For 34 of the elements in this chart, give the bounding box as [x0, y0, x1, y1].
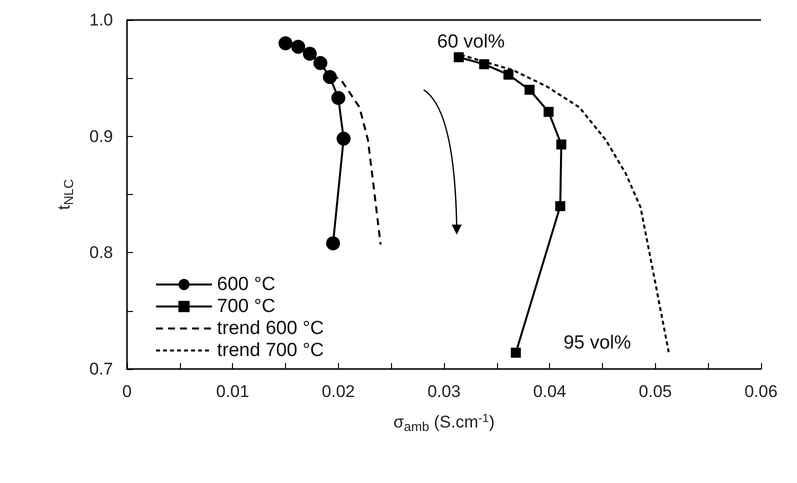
x-tick-label: 0.02: [322, 382, 355, 401]
annotation: 60 vol%: [437, 31, 505, 52]
y-tick-label: 0.8: [89, 243, 113, 262]
point: [302, 46, 317, 61]
x-tick-label: 0.05: [638, 382, 672, 401]
point: [291, 40, 306, 54]
legend-label: 700 °C: [217, 296, 276, 317]
point: [510, 348, 521, 358]
point: [454, 52, 464, 62]
y-tick-label: 0.9: [89, 126, 113, 146]
point: [322, 70, 337, 84]
point: [556, 139, 566, 150]
point: [479, 59, 490, 70]
point: [331, 90, 346, 105]
x-tick-label: 0: [122, 382, 132, 401]
point: [503, 70, 514, 80]
legend-label: trend 600 °C: [217, 318, 324, 339]
annotation: 95 vol%: [563, 332, 632, 354]
x-tick-label: 0.04: [533, 382, 566, 401]
point: [544, 106, 554, 117]
point: [313, 56, 328, 70]
x-tick-label: 0.01: [216, 382, 250, 401]
legend-label: 600 °C: [217, 274, 276, 295]
y-axis-title: tNLC: [54, 179, 76, 210]
y-tick-label: 0.7: [89, 360, 113, 378]
x-tick-label: 0.03: [427, 382, 461, 401]
x-tick-label: 0.06: [744, 382, 778, 401]
point: [555, 201, 566, 212]
point: [336, 132, 351, 146]
point: [524, 84, 535, 95]
point: [326, 236, 340, 250]
legend-label: trend 700 °C: [217, 340, 324, 361]
point: [278, 36, 292, 50]
y-tick-label: 1.0: [89, 10, 113, 30]
